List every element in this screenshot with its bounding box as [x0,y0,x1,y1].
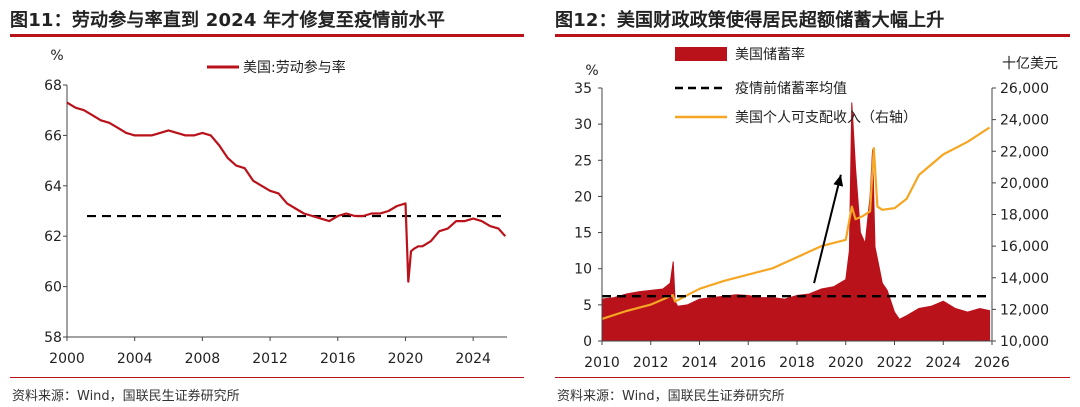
x-tick-label: 2008 [185,351,221,367]
y-tick-label: 68 [44,78,62,94]
left-figure-title: 图11：劳动参与率直到 2024 年才修复至疫情前水平 [10,10,446,31]
y-tick-label: 20 [574,189,592,205]
y-tick-label: 62 [44,229,62,245]
x-tick-label: 2000 [49,351,85,367]
y-tick-label: 0 [583,334,592,350]
y2-tick-label: 20,000 [1000,176,1049,192]
x-tick-label: 2014 [682,355,718,371]
y2-tick-label: 26,000 [1000,81,1049,97]
left-panel: 图11：劳动参与率直到 2024 年才修复至疫情前水平 % 58 60 62 64 66 6… [10,0,530,407]
y2-tick-label: 12,000 [1000,302,1049,318]
legend-swatch-savings [675,47,727,61]
y-axis-unit-label: % [585,63,598,79]
y-tick-label: 30 [574,117,592,133]
left-chart: % 58 60 62 64 66 68 2000 2004 2008 2012 2016 2020 202… [44,48,507,367]
x-tick-label: 2016 [730,355,766,371]
y-tick-label: 35 [574,81,592,97]
y2-axis-unit-label: 十亿美元 [1002,56,1058,72]
y-tick-label: 25 [574,153,592,169]
x-tick-label: 2020 [828,355,864,371]
y-tick-label: 15 [574,226,592,242]
left-title-rule [10,34,524,37]
y2-tick-label: 14,000 [1000,271,1049,287]
y2-tick-label: 10,000 [1000,334,1049,350]
participation-rate-line [66,101,507,283]
y-tick-label: 64 [44,179,62,195]
x-tick-label: 2004 [117,351,153,367]
y-tick-label: 10 [574,262,592,278]
y2-tick-label: 24,000 [1000,113,1049,129]
x-tick-label: 2024 [455,351,491,367]
y2-tick-label: 22,000 [1000,144,1049,160]
right-chart: % 十亿美元 0 5 10 15 20 25 30 35 10,000 12,000 14,000 16,… [574,46,1058,371]
x-tick-label: 2018 [779,355,815,371]
x-tick-label: 2024 [925,355,961,371]
right-figure-title: 图12：美国财政政策使得居民超额储蓄大幅上升 [555,10,945,31]
annotation-arrow-line [813,174,842,284]
x-tick-label: 2026 [974,355,1010,371]
right-title-rule [555,34,1070,37]
legend-label-income: 美国个人可支配收入（右轴） [735,110,917,126]
y-tick-label: 58 [44,330,62,346]
x-tick-label: 2022 [877,355,913,371]
legend-label: 美国:劳动参与率 [243,59,346,76]
y-tick-label: 5 [583,298,592,314]
left-source: 资料来源：Wind，国联民生证券研究所 [12,389,240,404]
right-source: 资料来源：Wind，国联民生证券研究所 [557,389,785,404]
y-tick-label: 66 [44,128,62,144]
legend-label-mean: 疫情前储蓄率均值 [735,80,847,97]
left-source-rule [10,377,524,378]
x-tick-label: 2016 [320,351,356,367]
y-axis-unit-label: % [50,48,63,64]
x-tick-label: 2010 [584,355,620,371]
annotation-arrow-head [833,174,844,187]
right-panel: 图12：美国财政政策使得居民超额储蓄大幅上升 % 十亿美元 0 5 10 15 20 25 30… [555,0,1075,407]
right-source-rule [555,377,1070,378]
disposable-income-line [601,126,991,320]
y2-tick-label: 16,000 [1000,239,1049,255]
y2-tick-label: 18,000 [1000,208,1049,224]
legend-label-savings: 美国储蓄率 [735,46,805,63]
y-tick-label: 60 [44,280,62,296]
savings-rate-area [601,102,991,342]
x-tick-label: 2012 [633,355,669,371]
x-tick-label: 2012 [252,351,288,367]
x-tick-label: 2020 [388,351,424,367]
